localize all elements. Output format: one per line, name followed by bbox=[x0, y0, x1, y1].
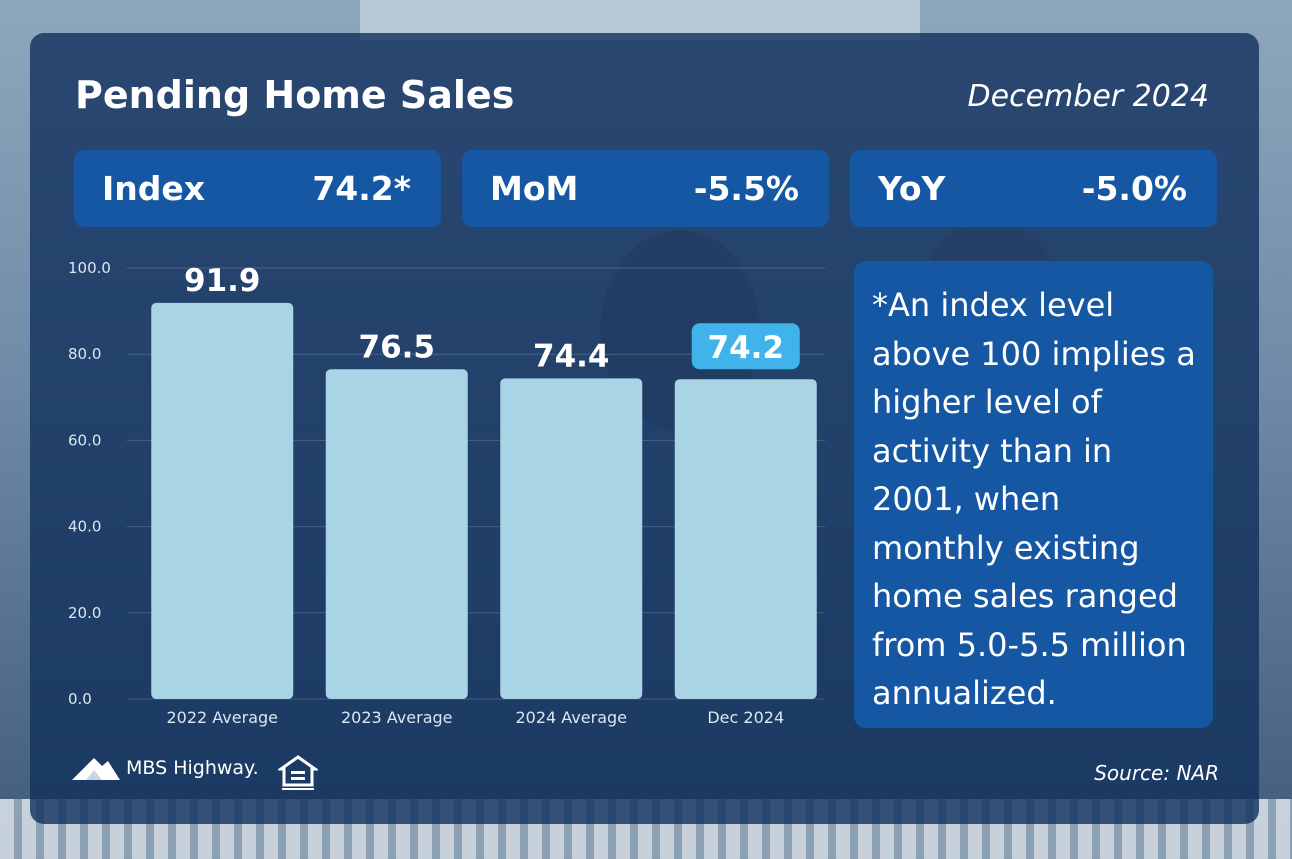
bar bbox=[325, 369, 468, 699]
page-title: Pending Home Sales bbox=[75, 73, 515, 117]
data-label-highlight bbox=[691, 323, 800, 370]
stat-yoy-box: YoY -5.0% bbox=[850, 150, 1217, 227]
x-tick-label: Dec 2024 bbox=[707, 708, 784, 727]
data-label: 91.9 bbox=[184, 263, 261, 299]
brand-logo: MBS Highway. bbox=[72, 755, 259, 781]
stat-index-label: Index bbox=[102, 169, 206, 208]
data-label: 74.4 bbox=[533, 338, 610, 374]
data-label: 74.2 bbox=[708, 330, 785, 366]
equal-housing-opportunity-icon bbox=[278, 755, 318, 790]
report-date: December 2024 bbox=[967, 79, 1209, 114]
bar bbox=[674, 379, 817, 699]
source-note: Source: NAR bbox=[1094, 761, 1219, 785]
stat-yoy-label: YoY bbox=[878, 169, 946, 208]
brand-name: MBS Highway. bbox=[126, 757, 259, 779]
stat-mom-value: -5.5% bbox=[693, 169, 799, 208]
y-tick-label: 20.0 bbox=[68, 604, 101, 622]
stat-mom-label: MoM bbox=[490, 169, 579, 208]
y-tick-label: 100.0 bbox=[68, 259, 111, 277]
bar-chart: 0.0 20.0 40.0 60.0 80.0 100.0 2022 Average 91.9… bbox=[68, 259, 825, 727]
stat-index-box: Index 74.2* bbox=[74, 150, 441, 227]
infographic-card: Pending Home Sales December 2024 Index 7… bbox=[30, 33, 1259, 824]
mountain-logo-icon bbox=[72, 758, 120, 780]
bar bbox=[500, 378, 643, 699]
bar bbox=[151, 302, 294, 699]
y-tick-label: 0.0 bbox=[68, 690, 92, 708]
stat-index-value: 74.2* bbox=[312, 169, 411, 208]
data-label: 76.5 bbox=[359, 329, 436, 365]
index-footnote: *An index level above 100 implies a high… bbox=[854, 261, 1213, 728]
y-tick-label: 40.0 bbox=[68, 518, 101, 536]
stat-yoy-value: -5.0% bbox=[1081, 169, 1187, 208]
y-tick-label: 80.0 bbox=[68, 345, 101, 363]
y-tick-label: 60.0 bbox=[68, 431, 101, 449]
stat-mom-box: MoM -5.5% bbox=[462, 150, 829, 227]
x-tick-label: 2022 Average bbox=[166, 708, 278, 727]
x-tick-label: 2024 Average bbox=[515, 708, 627, 727]
x-tick-label: 2023 Average bbox=[341, 708, 453, 727]
